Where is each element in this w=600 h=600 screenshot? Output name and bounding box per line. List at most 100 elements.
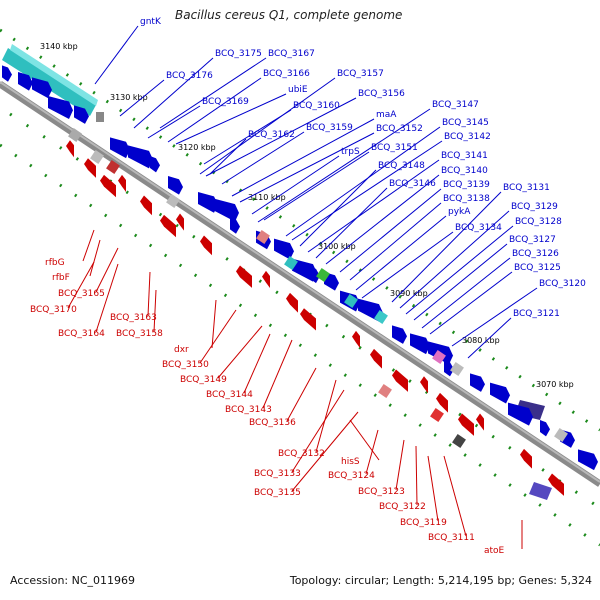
- reverse-gene-arrow: [160, 214, 176, 238]
- forward-gene-leader: [147, 105, 201, 139]
- forward-gene-label: BCQ_3151: [371, 143, 418, 153]
- forward-gene-arrow: [444, 360, 454, 377]
- reverse-gene-leader: [415, 445, 418, 506]
- feature-box: [554, 428, 568, 442]
- ruler-label: 3100 kbp: [318, 242, 356, 251]
- forward-gene-arrow: [198, 192, 218, 213]
- forward-gene-arrow: [274, 238, 294, 260]
- forward-gene-leader: [391, 191, 502, 303]
- reverse-gene-leader: [147, 271, 151, 317]
- ruler-label: 3110 kbp: [248, 193, 286, 202]
- reverse-gene-label: rfbG: [45, 258, 65, 268]
- reverse-gene-leader: [443, 455, 467, 537]
- forward-gene-arrow: [508, 402, 533, 426]
- reverse-gene-leader: [291, 389, 345, 473]
- reverse-gene-arrow: [300, 308, 316, 331]
- forward-gene-leader: [199, 77, 336, 175]
- ruler-label: 3080 kbp: [462, 336, 500, 345]
- reverse-gene-leader: [349, 419, 380, 461]
- forward-gene-label: BCQ_3160: [293, 101, 340, 111]
- forward-gene-label: BCQ_3141: [441, 151, 488, 161]
- reverse-gene-label: BCQ_3164: [58, 329, 105, 339]
- forward-gene-leader: [119, 79, 165, 117]
- reverse-gene-label: hisS: [341, 457, 360, 467]
- forward-gene-labels: gntK BCQ_3175 BCQ_3167 BCQ_3176 BCQ_3166 ubiE…: [94, 17, 586, 359]
- reverse-gene-arrow: [286, 292, 298, 313]
- forward-gene-label: trpS: [341, 147, 360, 157]
- forward-gene-arrow: [2, 65, 12, 82]
- forward-gene-leader: [291, 140, 443, 241]
- reverse-gene-leader: [95, 247, 119, 293]
- feature-box: [432, 350, 446, 364]
- reverse-gene-arrow: [476, 413, 484, 431]
- forward-gene-arrow: [540, 420, 550, 437]
- reverse-gene-arrow: [262, 270, 270, 288]
- reverse-gene-arrow: [200, 235, 212, 256]
- ruler-label: 3070 kbp: [536, 380, 574, 389]
- reverse-gene-label: BCQ_3123: [358, 487, 405, 497]
- reverse-gene-arrow: [84, 158, 96, 178]
- forward-gene-arrow: [392, 325, 407, 344]
- forward-gene-arrow: [310, 266, 320, 284]
- reverse-gene-arrow: [176, 213, 184, 231]
- reverse-gene-labels: rfbG rfbF BCQ_3165 BCQ_3170 BCQ_3163 BCQ_3164…: [30, 229, 523, 556]
- ruler-label: 3120 kbp: [178, 143, 216, 152]
- forward-gene-label: BCQ_3129: [511, 202, 558, 212]
- forward-gene-label: BCQ_3175: [215, 49, 262, 59]
- forward-gene-leader: [467, 317, 512, 359]
- forward-gene-leader: [325, 174, 440, 265]
- forward-gene-label: BCQ_3156: [358, 89, 405, 99]
- feature-box: [166, 194, 180, 208]
- forward-gene-label: BCQ_3120: [539, 279, 586, 289]
- feature-box: [284, 256, 298, 270]
- ruler-label: 3130 kbp: [110, 93, 148, 102]
- reverse-gene-arrow: [420, 376, 428, 394]
- feature-box: [106, 160, 120, 174]
- forward-gene-leader: [307, 159, 440, 253]
- forward-gene-label: BCQ_3138: [443, 194, 490, 204]
- forward-gene-arrow: [578, 449, 598, 471]
- accession-text: Accession: NC_011969: [10, 574, 136, 587]
- reverse-gene-label: BCQ_3170: [30, 305, 77, 315]
- reverse-gene-label: BCQ_3150: [162, 360, 209, 370]
- forward-gene-label: BCQ_3131: [503, 183, 550, 193]
- forward-gene-label: BCQ_3139: [443, 180, 490, 190]
- forward-gene-label: BCQ_3134: [455, 223, 502, 233]
- forward-gene-leader: [251, 155, 340, 215]
- forward-gene-leader: [221, 131, 305, 185]
- reverse-gene-leader: [95, 263, 119, 333]
- forward-gene-leader: [349, 202, 442, 281]
- forward-gene-label: pykA: [448, 207, 471, 217]
- forward-gene-arrow: [128, 145, 153, 169]
- forward-gene-leader: [405, 225, 514, 315]
- reverse-gene-arrow: [66, 140, 74, 158]
- reverse-gene-leader: [211, 299, 217, 349]
- forward-gene-leader: [159, 57, 267, 129]
- reverse-gene-leader: [82, 229, 95, 262]
- reverse-gene-label: BCQ_3144: [206, 390, 253, 400]
- reverse-gene-label: BCQ_3132: [278, 449, 325, 459]
- forward-gene-label: BCQ_3169: [202, 97, 249, 107]
- reverse-gene-leader: [243, 333, 271, 394]
- forward-gene-leader: [205, 97, 357, 177]
- forward-gene-arrow: [18, 72, 33, 91]
- reverse-gene-leader: [427, 455, 439, 522]
- reverse-gene-label: BCQ_3124: [328, 471, 375, 481]
- forward-gene-leader: [231, 118, 375, 197]
- reverse-gene-arrow: [548, 473, 564, 496]
- forward-gene-arrow: [410, 333, 430, 355]
- forward-gene-leader: [429, 271, 513, 335]
- reverse-gene-label: BCQ_3149: [180, 375, 227, 385]
- forward-gene-label: BCQ_3176: [166, 71, 213, 81]
- forward-gene-leader: [451, 287, 538, 347]
- forward-gene-arrow: [470, 373, 485, 392]
- forward-gene-arrow: [490, 382, 510, 404]
- forward-gene-leader: [285, 126, 441, 237]
- feature-box: [256, 230, 270, 244]
- genome-backbone: [0, 81, 600, 487]
- reverse-gene-arrow: [520, 448, 532, 469]
- feature-box: [430, 408, 444, 422]
- reverse-gene-arrow: [436, 392, 448, 413]
- reverse-gene-leader: [262, 339, 293, 409]
- reverse-gene-leader: [286, 367, 317, 422]
